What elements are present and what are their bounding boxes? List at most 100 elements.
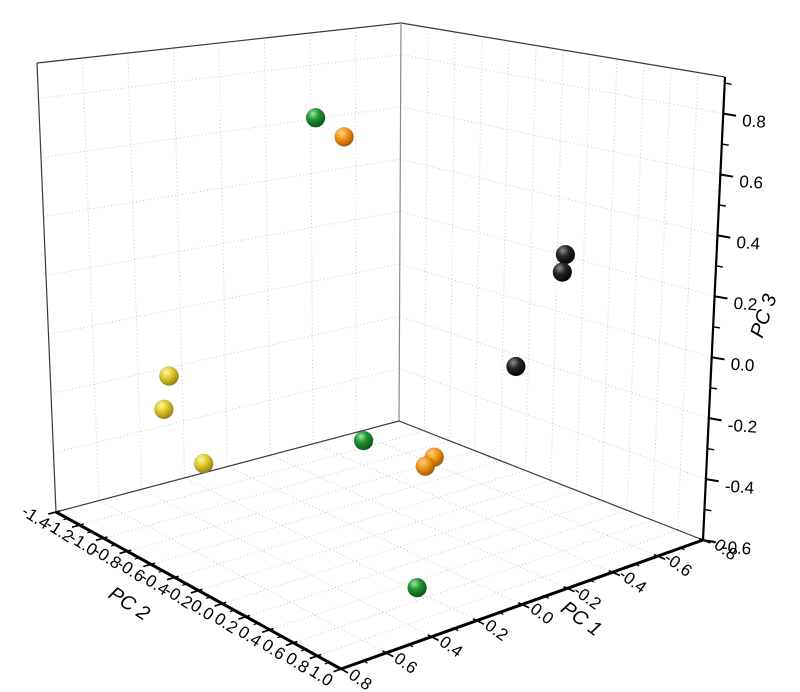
grid-line xyxy=(222,489,577,605)
box-edges xyxy=(36,22,726,541)
z-tick-label: 0.6 xyxy=(739,172,764,193)
x-tick xyxy=(382,650,394,658)
y-tick xyxy=(71,523,84,529)
y-tick xyxy=(95,536,108,542)
right-wall-top-edge xyxy=(400,22,726,78)
z-tick xyxy=(705,478,719,483)
grid-line xyxy=(98,500,387,654)
floor-right-edge xyxy=(398,420,704,541)
z-tick xyxy=(714,295,728,300)
data-point-orange xyxy=(334,127,354,147)
y-tick xyxy=(143,562,156,568)
y-tick xyxy=(229,608,237,613)
z-tick xyxy=(704,508,712,512)
data-point-black xyxy=(552,262,572,282)
z-tick-label: 0.8 xyxy=(742,111,767,132)
grid-line xyxy=(40,106,401,159)
z-axis-line xyxy=(701,76,727,541)
z-tick xyxy=(717,234,731,239)
grid-line xyxy=(127,52,143,490)
y-tick xyxy=(285,640,298,647)
y-tick xyxy=(309,653,322,660)
z-tick xyxy=(702,539,716,544)
z-tick-label: 0.0 xyxy=(730,355,755,376)
data-points xyxy=(154,108,576,598)
grid-line xyxy=(269,509,628,631)
y-tick xyxy=(214,601,227,607)
x-tick xyxy=(406,643,414,648)
grid-line xyxy=(309,32,314,444)
left-wall xyxy=(37,23,401,512)
grid-line xyxy=(227,466,523,605)
data-point-black xyxy=(555,244,576,265)
x-tick xyxy=(472,618,485,625)
y-tick xyxy=(87,530,94,534)
z-tick xyxy=(720,173,734,178)
y-tick-label: 1.0 xyxy=(306,662,336,691)
y-tick xyxy=(166,575,179,581)
x-tick-label: 0.4 xyxy=(436,632,466,661)
grid-line xyxy=(400,158,718,236)
grid-line xyxy=(141,488,432,638)
grid-line xyxy=(525,45,537,471)
y-tick xyxy=(110,543,118,547)
y-tick xyxy=(253,622,260,626)
grid-line xyxy=(575,54,591,491)
grid-line xyxy=(43,158,401,218)
grid-line xyxy=(184,477,477,622)
grid-line xyxy=(677,72,699,531)
x-tick xyxy=(427,634,440,642)
floor xyxy=(56,421,703,669)
y-tick xyxy=(238,614,251,620)
y-tick xyxy=(333,666,346,673)
x-tick xyxy=(608,569,621,577)
left-wall-edge xyxy=(36,62,57,513)
grid-line xyxy=(103,440,450,539)
y-tick xyxy=(324,661,332,665)
z-tick xyxy=(715,265,724,268)
x-tick xyxy=(542,595,549,599)
data-point-orange xyxy=(415,456,435,476)
grid-line xyxy=(218,42,228,467)
z-tick xyxy=(718,204,726,207)
x-tick-label: 0.0 xyxy=(527,599,557,628)
grid-line xyxy=(399,368,707,480)
axis-ticks xyxy=(48,82,737,674)
z-tick xyxy=(711,356,725,361)
z-tick xyxy=(707,447,715,451)
x-tick xyxy=(587,578,595,583)
grid-line xyxy=(355,431,658,557)
z-tick-label: 0.4 xyxy=(736,233,761,254)
x-tick xyxy=(361,659,368,664)
x-tick xyxy=(337,666,349,674)
grid-line xyxy=(499,40,510,461)
y-tick xyxy=(205,595,213,599)
x-tick xyxy=(518,602,530,609)
z-tick xyxy=(724,82,732,85)
z-tick xyxy=(708,417,722,422)
z-tick xyxy=(723,112,737,117)
z-tick-label: -0.4 xyxy=(724,477,755,498)
left-wall-top-edge xyxy=(36,22,402,64)
grid-line xyxy=(400,53,724,115)
x-tick xyxy=(678,546,685,551)
data-point-yellow xyxy=(193,454,214,474)
grid-line xyxy=(423,27,429,431)
z-tick xyxy=(710,387,718,390)
data-point-black xyxy=(506,356,526,377)
data-point-green xyxy=(305,108,326,128)
grid-line xyxy=(198,480,552,591)
floor-left-edge xyxy=(55,420,400,513)
z-tick-label: -0.6 xyxy=(721,538,752,559)
grid-line xyxy=(127,450,476,552)
grid-line xyxy=(626,63,645,511)
grid-line xyxy=(317,529,678,657)
x-tick-label: 0.8 xyxy=(345,665,375,692)
grid-line xyxy=(474,36,483,451)
y-tick xyxy=(48,510,61,515)
back-corner-edge xyxy=(398,22,402,422)
x-tick xyxy=(633,562,640,567)
y-tick xyxy=(190,588,203,594)
